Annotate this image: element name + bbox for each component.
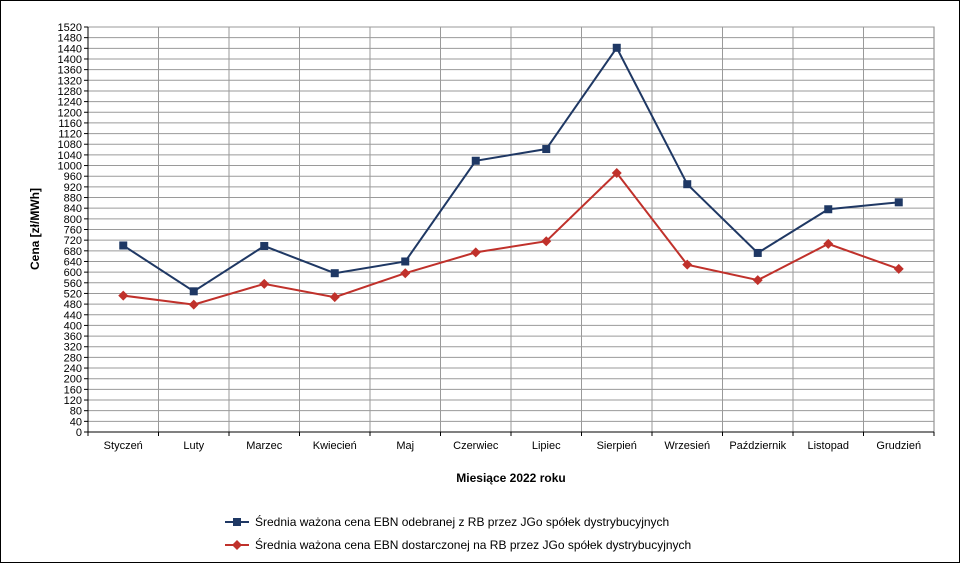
x-tick-label: Wrzesień: [664, 440, 710, 452]
y-tick-label: 120: [64, 395, 82, 407]
y-tick-label: 160: [64, 384, 82, 396]
y-tick-label: 1520: [58, 22, 82, 34]
x-axis-ticks: Styczeń Luty Marzec Kwiecień Maj Czerwiec Lipi…: [87, 432, 935, 452]
y-tick-label: 1080: [58, 139, 82, 151]
square-marker: [233, 518, 241, 526]
y-tick-label: 720: [64, 235, 82, 247]
legend-entry-2: Średnia ważona cena EBN dostarczonej na …: [225, 537, 691, 552]
y-tick-label: 1440: [58, 43, 82, 55]
y-tick-label: 0: [76, 427, 82, 439]
diamond-marker: [893, 263, 904, 274]
x-tick-label: Grudzień: [876, 440, 921, 452]
square-marker: [612, 43, 621, 52]
legend-label: Średnia ważona cena EBN odebranej z RB p…: [255, 514, 669, 529]
y-tick-label: 520: [64, 288, 82, 300]
y-tick-label: 1000: [58, 161, 82, 173]
x-tick-label: Sierpień: [597, 440, 637, 452]
series-2: [118, 168, 904, 310]
x-tick-label: Lipiec: [532, 440, 561, 452]
square-marker: [471, 156, 480, 165]
y-tick-label: 200: [64, 374, 82, 386]
line-chart: 0408012016020024028032036040044048052056…: [28, 22, 935, 552]
y-tick-label: 800: [64, 214, 82, 226]
x-tick-label: Styczeń: [104, 440, 143, 452]
y-tick-label: 40: [70, 416, 82, 428]
diamond-marker: [232, 540, 242, 550]
series-group: [118, 43, 904, 310]
legend-label: Średnia ważona cena EBN dostarczonej na …: [255, 537, 691, 552]
diamond-marker: [682, 259, 693, 270]
y-tick-label: 840: [64, 203, 82, 215]
y-tick-label: 600: [64, 267, 82, 279]
y-tick-label: 1120: [58, 129, 82, 141]
diamond-marker: [752, 275, 763, 286]
legend-entry-1: Średnia ważona cena EBN odebranej z RB p…: [225, 514, 669, 529]
square-marker: [894, 198, 903, 207]
diamond-marker: [470, 247, 481, 258]
square-marker: [401, 257, 410, 266]
y-tick-label: 1200: [58, 107, 82, 119]
series-1: [119, 43, 903, 296]
diamond-marker: [188, 299, 199, 310]
y-tick-label: 1480: [58, 33, 82, 45]
y-tick-label: 440: [64, 310, 82, 322]
series-line: [122, 45, 899, 293]
y-tick-label: 760: [64, 225, 82, 237]
x-tick-label: Marzec: [246, 440, 283, 452]
x-tick-label: Czerwiec: [453, 440, 499, 452]
x-tick-label: Luty: [183, 440, 204, 452]
square-marker: [330, 269, 339, 278]
y-tick-label: 400: [64, 320, 82, 332]
y-tick-label: 640: [64, 256, 82, 268]
y-tick-label: 1160: [58, 118, 82, 130]
x-tick-label: Kwiecień: [313, 440, 357, 452]
x-tick-label: Listopad: [807, 440, 849, 452]
square-marker: [753, 248, 762, 257]
diamond-marker: [329, 292, 340, 303]
y-tick-label: 920: [64, 182, 82, 194]
y-axis-ticks: 0408012016020024028032036040044048052056…: [58, 22, 88, 439]
diamond-marker: [541, 236, 552, 247]
y-tick-label: 1040: [58, 150, 82, 162]
y-tick-label: 680: [64, 246, 82, 258]
x-tick-label: Październik: [729, 440, 786, 452]
y-tick-label: 280: [64, 352, 82, 364]
y-tick-label: 240: [64, 363, 82, 375]
y-axis-title: Cena [zł/MWh]: [28, 188, 42, 270]
y-tick-label: 1280: [58, 86, 82, 98]
square-marker: [824, 205, 833, 214]
y-tick-label: 1360: [58, 65, 82, 77]
y-tick-label: 1240: [58, 97, 82, 109]
diamond-marker: [823, 238, 834, 249]
square-marker: [542, 145, 551, 154]
x-axis-title: Miesiące 2022 roku: [456, 471, 565, 485]
square-marker: [119, 241, 128, 250]
y-tick-label: 360: [64, 331, 82, 343]
y-tick-label: 880: [64, 193, 82, 205]
y-tick-label: 320: [64, 342, 82, 354]
y-tick-label: 560: [64, 278, 82, 290]
diamond-marker: [400, 268, 411, 279]
diamond-marker: [118, 290, 129, 301]
legend: Średnia ważona cena EBN odebranej z RB p…: [225, 514, 691, 552]
square-marker: [189, 287, 198, 296]
y-tick-label: 80: [70, 406, 82, 418]
x-tick-label: Maj: [396, 440, 414, 452]
diamond-marker: [611, 168, 622, 179]
y-tick-label: 480: [64, 299, 82, 311]
series-line: [123, 171, 900, 306]
y-tick-label: 960: [64, 171, 82, 183]
y-tick-label: 1400: [58, 54, 82, 66]
square-marker: [683, 180, 692, 189]
square-marker: [260, 242, 269, 251]
diamond-marker: [259, 278, 270, 289]
y-tick-label: 1320: [58, 75, 82, 87]
